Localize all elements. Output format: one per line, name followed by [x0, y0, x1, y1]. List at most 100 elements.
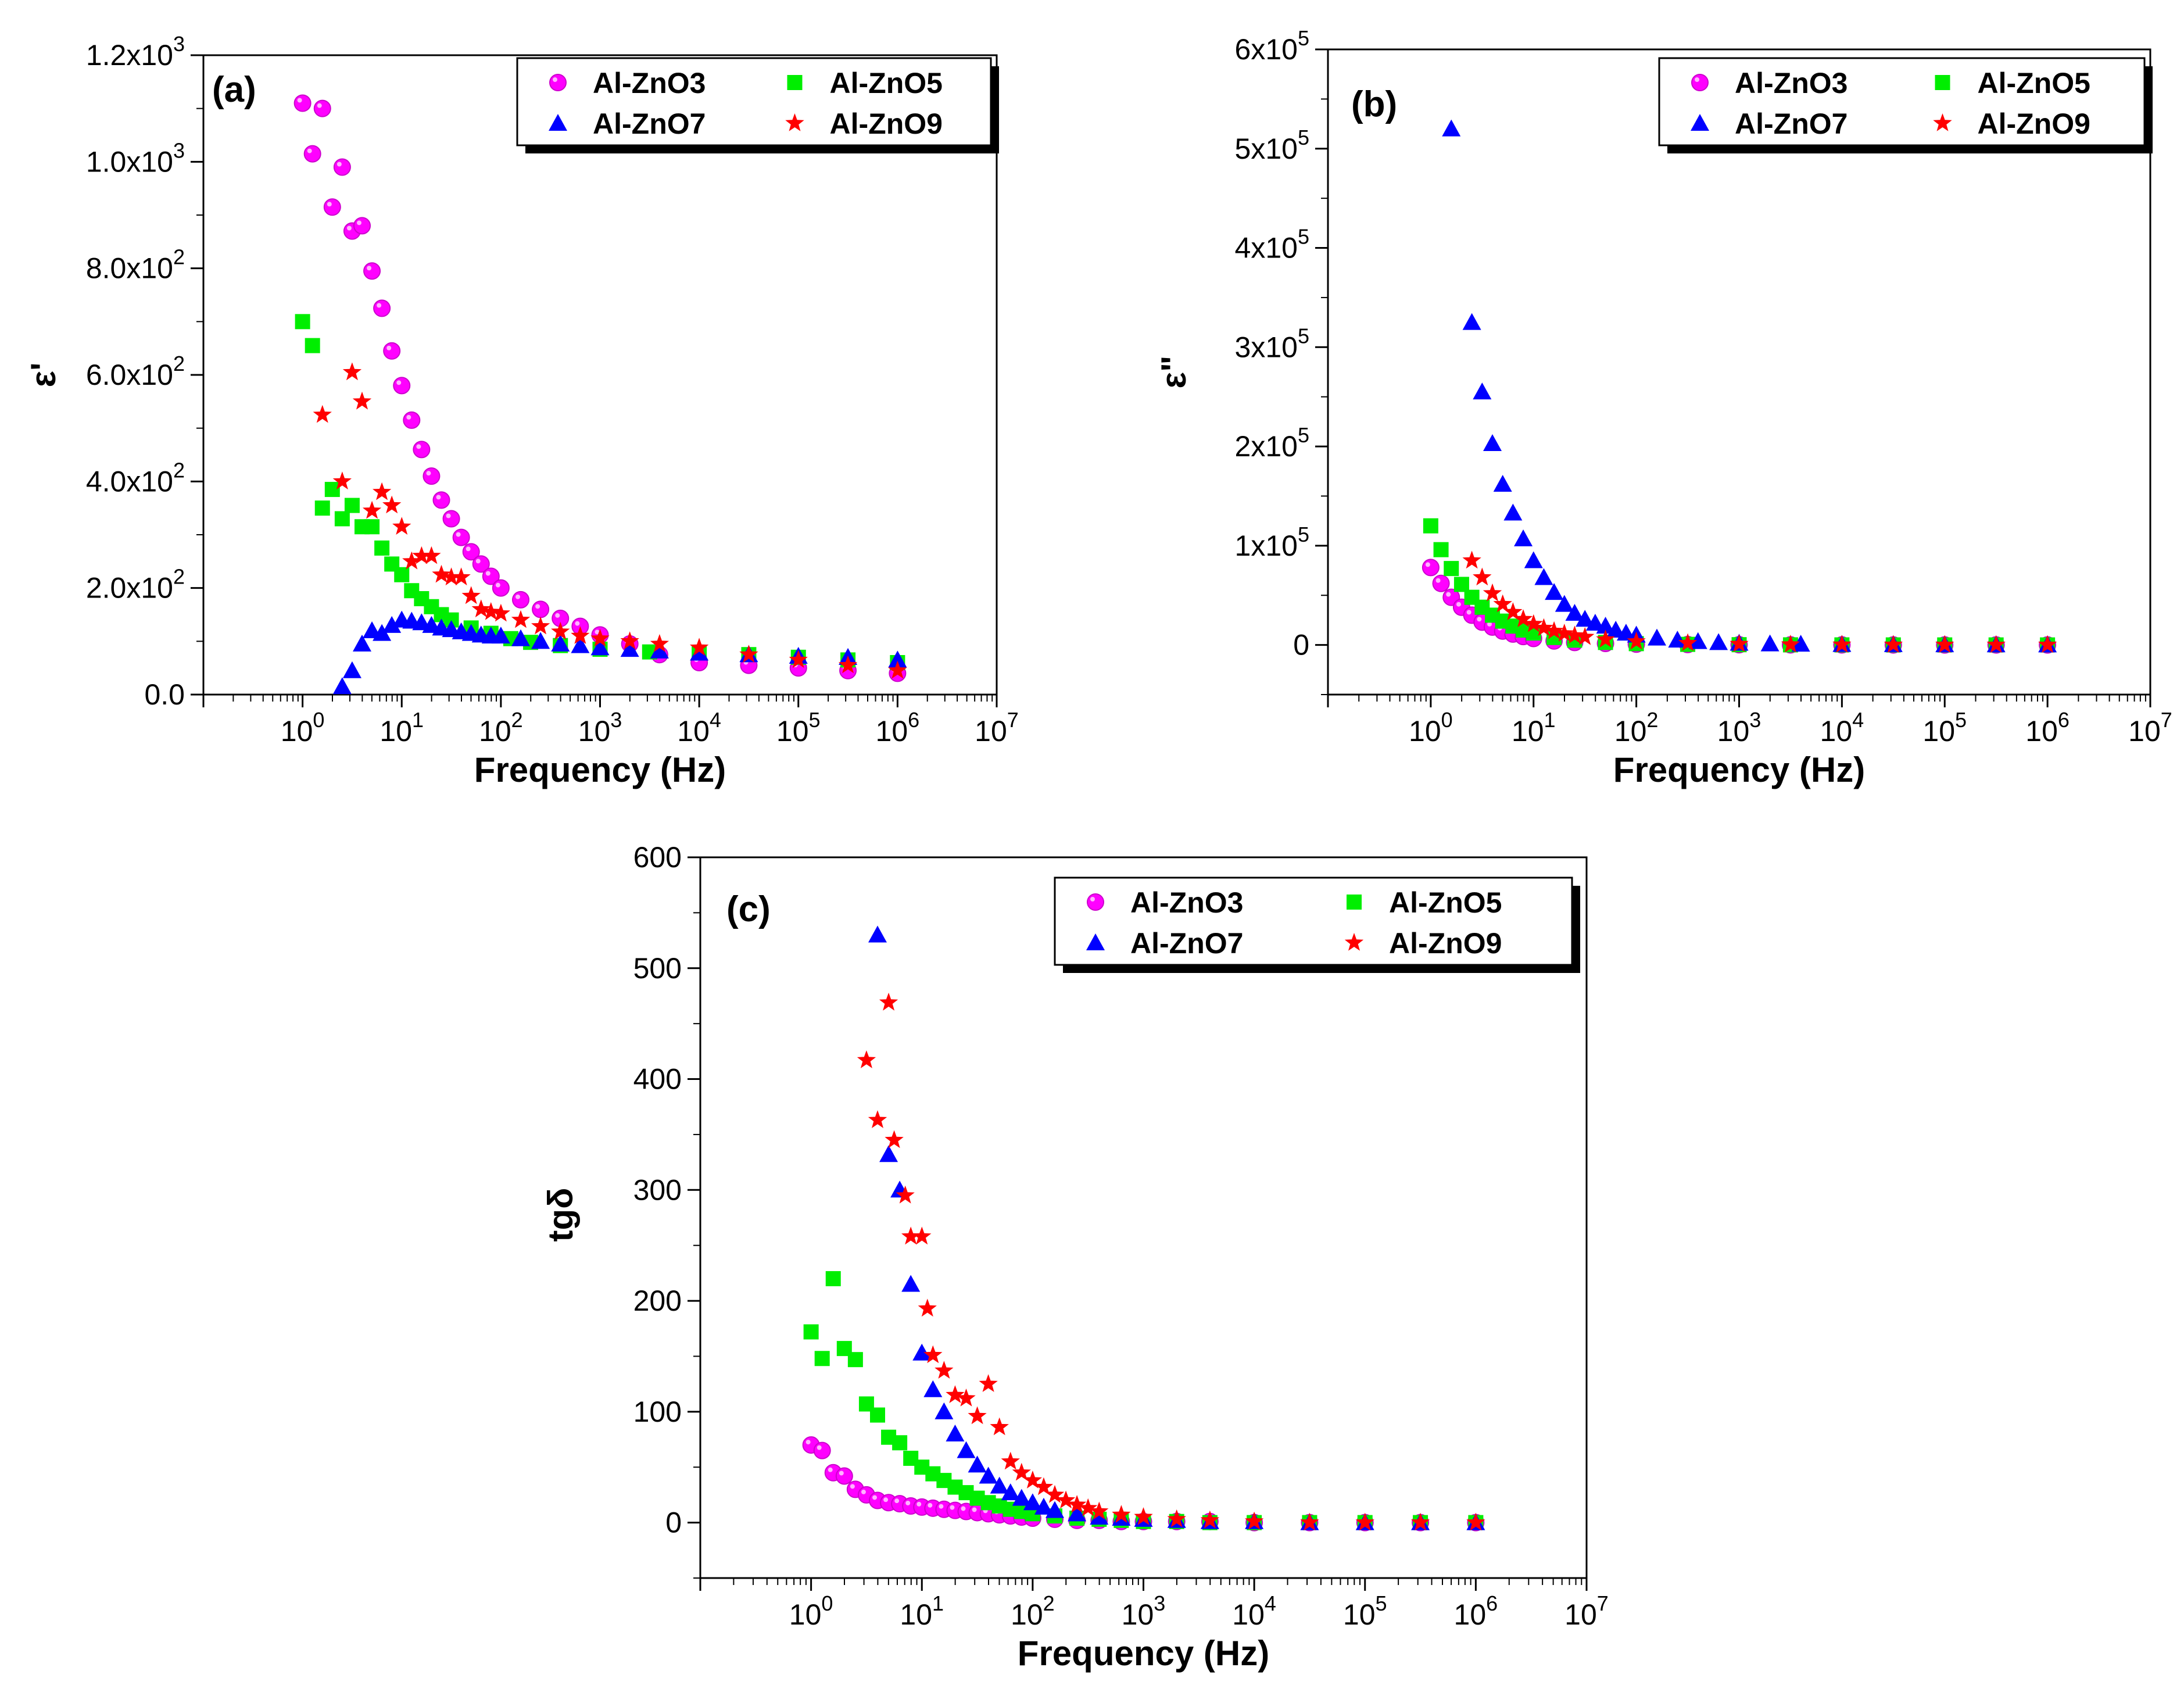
- data-point-highlight: [466, 546, 471, 552]
- legend-label: Al-ZnO9: [1978, 108, 2090, 140]
- legend-marker: [787, 75, 803, 90]
- data-point-highlight: [386, 345, 392, 350]
- data-point: [1442, 119, 1461, 137]
- data-point: [1001, 1483, 1020, 1501]
- x-tick-label: 102: [1614, 708, 1659, 747]
- data-point: [1576, 627, 1595, 645]
- data-point-highlight: [939, 1504, 944, 1509]
- data-point: [1473, 567, 1492, 586]
- x-tick-label: 101: [1512, 708, 1556, 747]
- data-point-highlight: [535, 604, 540, 609]
- data-point: [382, 616, 402, 633]
- data-point: [295, 314, 310, 330]
- data-point: [813, 1441, 831, 1459]
- data-point: [1709, 633, 1728, 650]
- data-point: [1433, 542, 1449, 557]
- data-point-highlight: [817, 1445, 822, 1450]
- data-point: [620, 640, 639, 657]
- x-tick-label: 103: [578, 708, 622, 747]
- data-point: [1090, 1501, 1109, 1520]
- data-point: [373, 624, 392, 641]
- x-tick-label: 100: [1409, 708, 1453, 747]
- data-point: [814, 1351, 830, 1366]
- y-tick-label: 8.0x102: [86, 245, 185, 285]
- data-point-highlight: [377, 303, 382, 308]
- data-point: [1884, 635, 1903, 653]
- data-point: [1012, 1462, 1031, 1481]
- data-point: [1034, 1497, 1053, 1515]
- data-point: [1606, 621, 1626, 638]
- legend-box: [1054, 876, 1573, 966]
- data-point: [650, 634, 669, 652]
- data-point: [923, 1380, 943, 1397]
- y-tick-label: 0.0: [144, 678, 185, 711]
- data-point: [879, 1145, 898, 1162]
- data-point: [1068, 1495, 1087, 1513]
- data-point: [373, 299, 391, 317]
- y-tick-label: 1.0x103: [86, 138, 185, 178]
- data-point: [452, 567, 471, 586]
- data-point: [491, 627, 510, 644]
- y-tick-label: 600: [633, 841, 682, 874]
- legend-marker: [1347, 895, 1362, 910]
- data-point-highlight: [485, 571, 490, 576]
- data-point: [342, 362, 362, 381]
- data-point: [650, 641, 669, 659]
- y-tick-label: 6x105: [1235, 26, 1309, 66]
- data-point: [888, 650, 907, 668]
- data-point-highlight: [839, 1471, 844, 1476]
- data-point: [912, 1343, 932, 1361]
- data-point: [1023, 1493, 1042, 1511]
- data-point-highlight: [346, 226, 352, 231]
- data-point: [1627, 631, 1646, 650]
- x-tick-label: 102: [1011, 1591, 1055, 1631]
- data-point-highlight: [575, 621, 580, 626]
- x-axis-label: Frequency (Hz): [1018, 1634, 1269, 1673]
- data-point: [935, 1361, 954, 1379]
- data-point: [1596, 629, 1615, 647]
- data-point-highlight: [357, 220, 361, 226]
- data-point: [491, 603, 510, 622]
- data-point: [412, 546, 431, 564]
- data-point: [868, 925, 887, 943]
- data-point: [896, 1185, 915, 1204]
- data-point-highlight: [805, 1440, 811, 1445]
- data-point: [1200, 1510, 1219, 1529]
- data-point: [1791, 635, 1810, 652]
- data-point: [835, 1467, 853, 1485]
- data-point: [1648, 628, 1666, 646]
- y-tick-label: 1x105: [1235, 523, 1309, 562]
- data-point-highlight: [950, 1505, 955, 1510]
- legend-marker: [1086, 933, 1105, 950]
- data-point-highlight: [555, 613, 560, 618]
- data-point: [1986, 635, 2006, 653]
- y-tick-label: 0: [1293, 629, 1309, 661]
- legend-marker: [1087, 893, 1104, 911]
- data-point: [620, 631, 639, 650]
- legend-marker: [549, 114, 567, 131]
- data-point: [323, 198, 341, 216]
- series-Al-ZnO5: [1423, 518, 2056, 653]
- data-point-highlight: [928, 1502, 933, 1508]
- legend-marker: [1691, 114, 1709, 131]
- y-tick-label: 1.2x103: [86, 32, 185, 71]
- series-Al-ZnO3: [293, 94, 907, 682]
- data-point: [901, 1275, 921, 1292]
- y-tick-label: 2x105: [1235, 423, 1309, 463]
- data-point: [442, 510, 460, 528]
- data-point: [1832, 635, 1852, 653]
- series-Al-ZnO5: [803, 1271, 1484, 1530]
- data-point: [1079, 1498, 1098, 1516]
- data-point: [1444, 561, 1459, 577]
- data-point: [847, 1352, 863, 1368]
- data-point: [303, 145, 321, 163]
- data-point: [1524, 551, 1543, 568]
- data-point: [1493, 594, 1512, 613]
- data-point: [571, 636, 590, 653]
- data-point: [392, 517, 411, 535]
- data-point: [353, 634, 371, 652]
- data-point: [1935, 635, 1954, 653]
- data-point: [1056, 1490, 1076, 1509]
- data-point: [1545, 621, 1564, 639]
